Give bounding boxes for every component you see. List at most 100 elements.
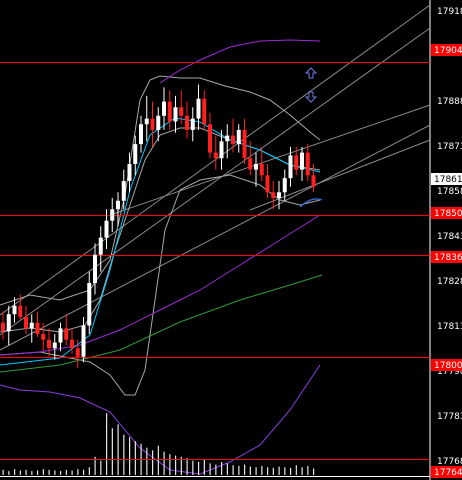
volume-bar: [163, 451, 165, 475]
candle[interactable]: [52, 334, 57, 360]
trend-line: [0, 27, 431, 336]
candle[interactable]: [12, 297, 17, 323]
volume-bar: [307, 465, 309, 475]
candle[interactable]: [265, 163, 270, 198]
candle[interactable]: [133, 135, 138, 176]
candle[interactable]: [282, 169, 287, 201]
candle[interactable]: [110, 197, 115, 232]
candle[interactable]: [93, 243, 97, 295]
candle[interactable]: [219, 129, 224, 170]
candle-body: [29, 322, 34, 329]
volume-bar: [284, 467, 286, 475]
volume-bar: [100, 460, 102, 475]
candle[interactable]: [311, 163, 316, 193]
moving-average-green: [0, 274, 323, 373]
upper-band-line: [0, 75, 321, 306]
candle[interactable]: [231, 118, 235, 153]
candle-body: [294, 155, 299, 170]
candle[interactable]: [179, 90, 184, 125]
candle[interactable]: [277, 180, 281, 210]
candle[interactable]: [87, 271, 92, 335]
level-tag-label: 17850: [434, 209, 462, 219]
candle[interactable]: [75, 339, 80, 369]
candle[interactable]: [81, 317, 86, 363]
candle[interactable]: [190, 107, 195, 142]
volume-bar: [129, 437, 131, 475]
candle[interactable]: [24, 305, 28, 335]
candle-body: [6, 314, 11, 332]
candle[interactable]: [294, 146, 299, 176]
volume-bar: [295, 465, 297, 475]
candle[interactable]: [64, 314, 69, 346]
y-tick-label: 17888: [437, 97, 462, 107]
level-tag-label: 17836: [434, 253, 462, 263]
up-arrow-icon[interactable]: [304, 67, 318, 79]
candle[interactable]: [47, 328, 51, 357]
candle[interactable]: [167, 90, 172, 130]
candle[interactable]: [58, 322, 63, 352]
volume-bar: [106, 413, 108, 475]
candle[interactable]: [144, 95, 149, 142]
volume-bar: [244, 464, 246, 475]
candle[interactable]: [173, 95, 178, 133]
candle-body: [225, 135, 230, 142]
candle-body: [52, 342, 57, 349]
candle[interactable]: [6, 305, 11, 346]
candle[interactable]: [288, 146, 293, 187]
candle[interactable]: [35, 311, 40, 337]
candle[interactable]: [41, 322, 46, 352]
candle-body: [196, 98, 201, 119]
candle-body: [219, 141, 224, 159]
candle[interactable]: [271, 180, 276, 210]
volume-bar: [198, 462, 200, 475]
candle[interactable]: [254, 152, 258, 187]
candle[interactable]: [208, 112, 212, 159]
candle[interactable]: [70, 328, 74, 354]
volume-bar: [313, 468, 315, 475]
candle-body: [41, 334, 46, 340]
candle[interactable]: [18, 294, 23, 320]
volume-bar: [278, 466, 280, 475]
volume-bar: [123, 434, 125, 475]
volume-bar: [77, 469, 79, 475]
candle[interactable]: [242, 118, 247, 164]
candle[interactable]: [29, 314, 34, 343]
price-tags: 17904 17850 17836 17800 17764 17861: [431, 44, 462, 478]
candle[interactable]: [236, 124, 241, 153]
volume-bar: [31, 471, 33, 475]
candle[interactable]: [259, 146, 264, 181]
candle[interactable]: [213, 135, 218, 170]
candle[interactable]: [185, 101, 189, 139]
candle[interactable]: [300, 146, 304, 181]
candle[interactable]: [1, 311, 5, 340]
candle[interactable]: [139, 115, 143, 153]
level-tag-label: 17764: [434, 468, 462, 478]
down-arrow-icon[interactable]: [304, 91, 318, 103]
volume-bar: [221, 462, 223, 475]
volume-bar: [88, 467, 90, 475]
candle[interactable]: [196, 84, 201, 130]
candle[interactable]: [225, 124, 230, 159]
candle[interactable]: [248, 141, 253, 176]
volume-bar: [37, 470, 39, 475]
candle-body: [81, 325, 86, 357]
volume-bar: [60, 471, 62, 475]
candle-body: [133, 144, 138, 164]
candle[interactable]: [116, 192, 120, 227]
candle[interactable]: [305, 144, 310, 181]
volume-bar: [290, 467, 292, 475]
candle[interactable]: [156, 107, 161, 142]
candle-body: [150, 118, 155, 130]
candle[interactable]: [162, 87, 166, 130]
candle-body: [242, 129, 247, 159]
candle[interactable]: [98, 226, 103, 272]
y-tick-label: 17813: [437, 322, 462, 332]
candle[interactable]: [104, 209, 109, 250]
candle[interactable]: [202, 90, 207, 130]
candle-body: [277, 192, 281, 198]
candle[interactable]: [150, 101, 155, 147]
candle[interactable]: [127, 152, 132, 193]
candle[interactable]: [121, 169, 126, 210]
